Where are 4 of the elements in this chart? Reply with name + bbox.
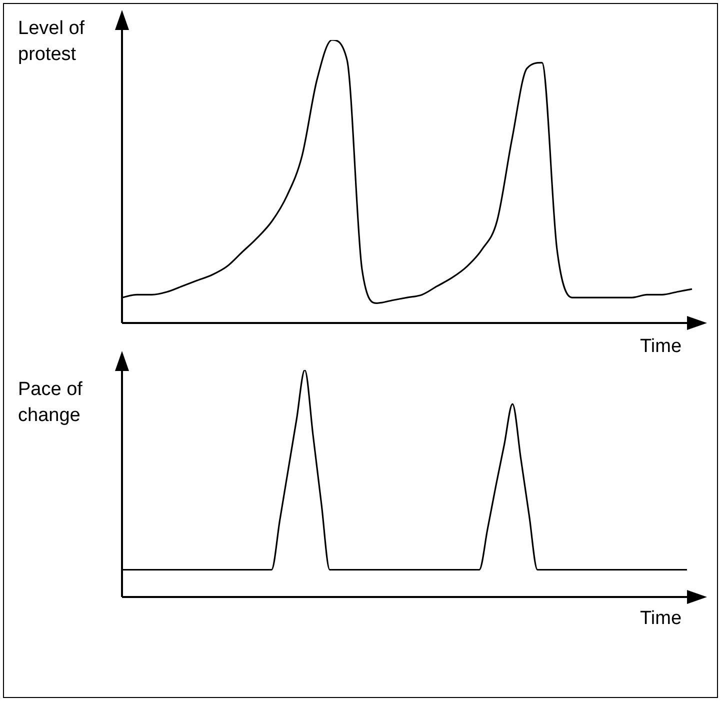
x-axis-title: Time xyxy=(640,336,682,358)
x-axis-title: Time xyxy=(640,608,682,630)
y-axis-title: Level of protest xyxy=(18,17,86,67)
y-axis-title: Pace of change xyxy=(18,378,84,428)
